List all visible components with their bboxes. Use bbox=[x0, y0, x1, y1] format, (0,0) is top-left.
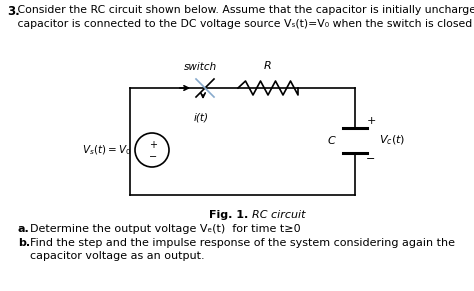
Text: switch: switch bbox=[184, 62, 218, 72]
Text: Determine the output voltage Vₑ(t)  for time t≥0: Determine the output voltage Vₑ(t) for t… bbox=[30, 224, 301, 234]
Text: b.: b. bbox=[18, 238, 30, 248]
Text: Fig. 1.: Fig. 1. bbox=[210, 210, 253, 220]
Text: 3.: 3. bbox=[7, 5, 20, 18]
Text: +: + bbox=[149, 140, 157, 150]
Text: +: + bbox=[366, 116, 376, 126]
Text: −: − bbox=[366, 154, 376, 164]
Text: capacitor is connected to the DC voltage source Vₛ(t)=V₀ when the switch is clos: capacitor is connected to the DC voltage… bbox=[7, 19, 474, 29]
Text: Find the step and the impulse response of the system considering again the: Find the step and the impulse response o… bbox=[30, 238, 455, 248]
Text: $V_c(t)$: $V_c(t)$ bbox=[379, 134, 405, 147]
Text: Consider the RC circuit shown below. Assume that the capacitor is initially unch: Consider the RC circuit shown below. Ass… bbox=[7, 5, 474, 15]
Text: capacitor voltage as an output.: capacitor voltage as an output. bbox=[30, 251, 205, 261]
Text: RC circuit: RC circuit bbox=[253, 210, 306, 220]
Text: i(t): i(t) bbox=[193, 112, 209, 122]
Text: a.: a. bbox=[18, 224, 30, 234]
Text: C: C bbox=[327, 136, 335, 146]
Text: $V_s(t) = V_0$: $V_s(t) = V_0$ bbox=[82, 143, 131, 157]
Text: −: − bbox=[149, 152, 157, 162]
Text: R: R bbox=[264, 61, 272, 71]
